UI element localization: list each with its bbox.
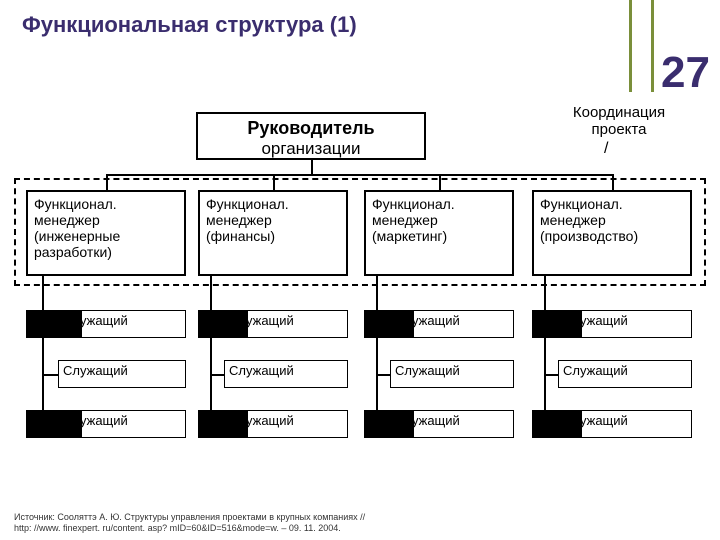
- coordination-label: Координация проекта: [544, 104, 694, 138]
- manager-text: менеджер: [34, 212, 178, 228]
- manager-text: разработки): [34, 244, 178, 260]
- coord-line1: Координация: [544, 104, 694, 121]
- manager-text: (финансы): [206, 228, 340, 244]
- manager-box-engineering: Функционал.менеджер(инженерныеразработки…: [26, 190, 186, 276]
- manager-text: Функционал.: [34, 196, 178, 212]
- root-line2: организации: [204, 139, 418, 159]
- highlight-bar: [198, 310, 248, 338]
- manager-text: Функционал.: [540, 196, 684, 212]
- highlight-bar: [364, 310, 414, 338]
- root-line1: Руководитель: [204, 118, 418, 139]
- accent-bar-right: [651, 0, 654, 92]
- subordinate-box: Служащий: [558, 360, 692, 388]
- highlight-bar: [532, 310, 582, 338]
- root-box: Руководитель организации: [196, 112, 426, 160]
- coord-line2: проекта: [544, 121, 694, 138]
- highlight-bar: [532, 410, 582, 438]
- subordinate-box: Служащий: [390, 360, 514, 388]
- manager-box-finance: Функционал.менеджер(финансы): [198, 190, 348, 276]
- source-line2: http: //www. finexpert. ru/content. asp?…: [14, 523, 365, 534]
- manager-box-marketing: Функционал.менеджер(маркетинг): [364, 190, 514, 276]
- subordinate-box: Служащий: [58, 360, 186, 388]
- highlight-bar: [364, 410, 414, 438]
- coord-connector: /: [604, 140, 608, 158]
- manager-text: (маркетинг): [372, 228, 506, 244]
- accent-bar-left: [629, 0, 632, 92]
- subordinate-box: Служащий: [224, 360, 348, 388]
- manager-box-production: Функционал.менеджер(производство): [532, 190, 692, 276]
- source-citation: Источник: Сооляттэ А. Ю. Структуры управ…: [14, 512, 365, 534]
- manager-text: менеджер: [540, 212, 684, 228]
- highlight-bar: [26, 410, 82, 438]
- manager-text: (инженерные: [34, 228, 178, 244]
- highlight-bar: [26, 310, 82, 338]
- manager-text: Функционал.: [372, 196, 506, 212]
- page-number: 27: [661, 48, 710, 98]
- manager-text: (производство): [540, 228, 684, 244]
- source-line1: Источник: Сооляттэ А. Ю. Структуры управ…: [14, 512, 365, 523]
- manager-text: менеджер: [372, 212, 506, 228]
- highlight-bar: [198, 410, 248, 438]
- manager-text: Функционал.: [206, 196, 340, 212]
- manager-text: менеджер: [206, 212, 340, 228]
- page-title: Функциональная структура (1): [22, 12, 357, 38]
